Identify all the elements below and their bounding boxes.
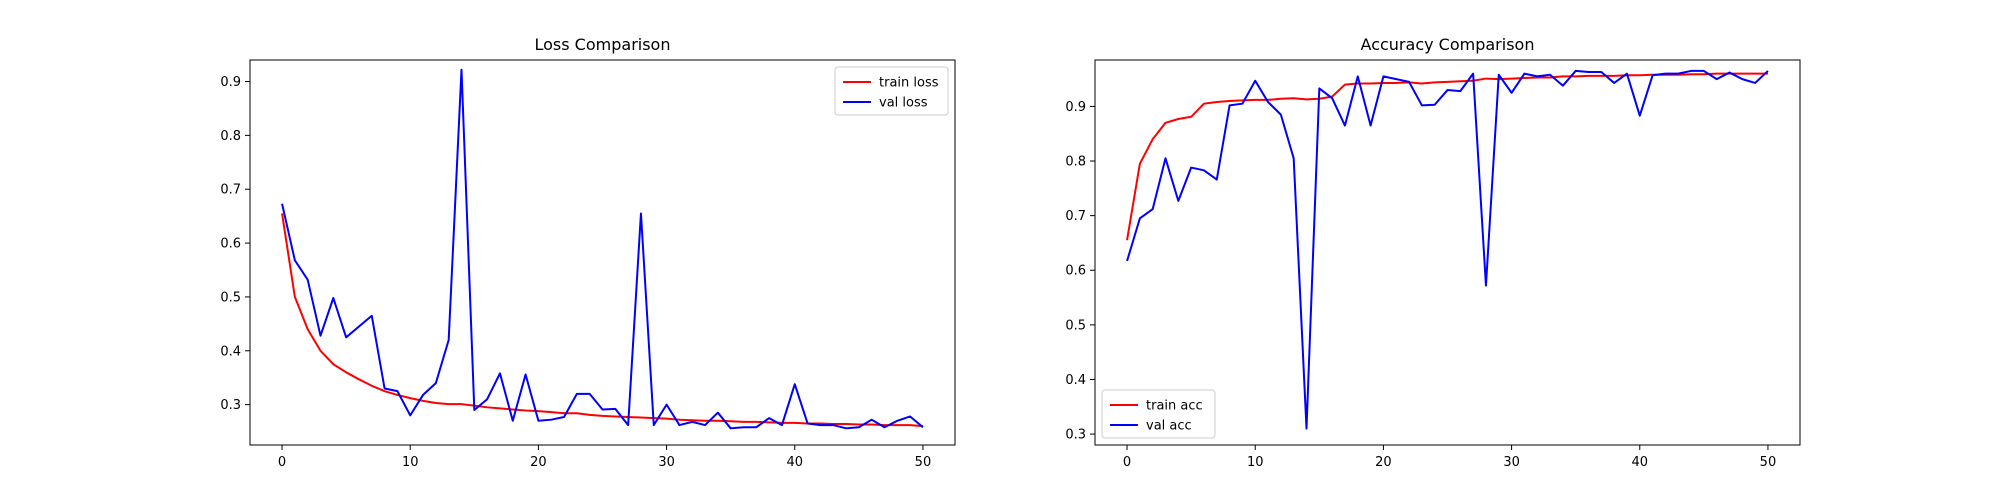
accuracy-y-tick-label: 0.8	[1065, 155, 1086, 170]
accuracy-legend: train acc val acc	[1101, 389, 1216, 439]
loss-y-tick-label: 0.6	[220, 237, 241, 252]
accuracy-y-tick-label: 0.4	[1065, 373, 1086, 388]
loss-comparison-chart: Loss Comparison 0 10 20 30 40 50 0.3 0.4 0.5 0.6 0.…	[220, 35, 956, 470]
loss-y-tick-label: 0.8	[220, 129, 241, 144]
accuracy-x-tick-label: 50	[1760, 455, 1777, 470]
loss-y-tick-label: 0.5	[220, 290, 241, 305]
accuracy-legend-label: val acc	[1146, 419, 1192, 434]
loss-x-tick-label: 20	[530, 455, 547, 470]
loss-legend-label: val loss	[879, 96, 928, 111]
loss-x-tick-label: 10	[402, 455, 419, 470]
loss-chart-title: Loss Comparison	[535, 35, 671, 54]
accuracy-x-tick-label: 30	[1503, 455, 1520, 470]
loss-x-tick-label: 40	[786, 455, 803, 470]
loss-series-train-loss	[281, 213, 924, 428]
accuracy-legend-label: train acc	[1146, 399, 1203, 414]
loss-legend: train loss val loss	[834, 66, 949, 116]
accuracy-y-tick-label: 0.7	[1065, 209, 1086, 224]
accuracy-x-tick-label: 20	[1375, 455, 1392, 470]
loss-x-tick-label: 0	[278, 455, 286, 470]
accuracy-series-val-acc	[1126, 69, 1769, 430]
accuracy-plot-frame	[1094, 59, 1801, 446]
loss-y-tick-label: 0.4	[220, 344, 241, 359]
accuracy-x-tick-label: 10	[1247, 455, 1264, 470]
accuracy-x-tick-label: 40	[1631, 455, 1648, 470]
loss-x-tick-label: 30	[658, 455, 675, 470]
accuracy-y-tick-label: 0.5	[1065, 318, 1086, 333]
accuracy-y-tick-label: 0.9	[1065, 100, 1086, 115]
loss-series-val-loss	[281, 68, 924, 430]
accuracy-comparison-chart: Accuracy Comparison 0 10 20 30 40 50 0.3 0.4 0.5 0…	[1065, 35, 1801, 470]
accuracy-y-tick-label: 0.3	[1065, 428, 1086, 443]
loss-x-tick-label: 50	[915, 455, 932, 470]
loss-legend-label: train loss	[879, 76, 939, 91]
loss-y-tick-label: 0.9	[220, 75, 241, 90]
loss-plot-frame	[249, 59, 956, 446]
accuracy-y-tick-label: 0.6	[1065, 264, 1086, 279]
loss-y-tick-label: 0.7	[220, 183, 241, 198]
loss-y-tick-label: 0.3	[220, 398, 241, 413]
accuracy-series-train-acc	[1126, 72, 1768, 241]
accuracy-x-tick-label: 0	[1123, 455, 1131, 470]
accuracy-chart-title: Accuracy Comparison	[1361, 35, 1535, 54]
